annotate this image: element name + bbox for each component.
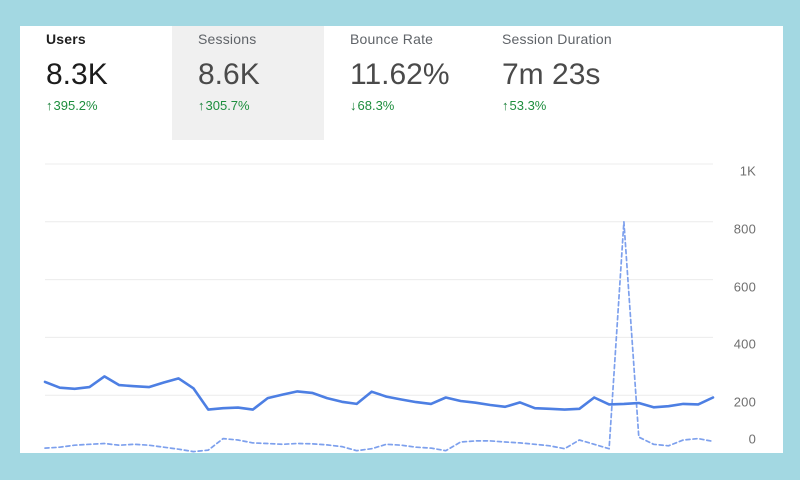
metric-delta: ↑305.7% — [198, 98, 324, 114]
delta-down-arrow-icon: ↓ — [350, 98, 357, 113]
metric-label: Users — [46, 31, 86, 47]
current-period-line — [43, 375, 715, 411]
chart-plot-area[interactable] — [20, 26, 783, 453]
metric-value: 8.3K — [46, 58, 108, 91]
previous-period-line — [44, 220, 714, 453]
metric-delta: ↓68.3% — [350, 98, 476, 114]
metric-value: 8.6K — [198, 58, 260, 91]
metric-value: 7m 23s — [502, 58, 601, 91]
delta-text: 53.3% — [509, 98, 547, 113]
metric-delta: ↑395.2% — [46, 98, 172, 114]
metric-tab-bounce-rate[interactable]: Bounce Rate 11.62% ↓68.3% — [324, 26, 476, 140]
metric-value: 11.62% — [350, 58, 450, 91]
metric-label: Bounce Rate — [350, 31, 434, 47]
metric-tab-session-duration[interactable]: Session Duration 7m 23s ↑53.3% — [476, 26, 628, 140]
metric-label: Session Duration — [502, 31, 612, 47]
delta-up-arrow-icon: ↑ — [502, 98, 509, 113]
delta-up-arrow-icon: ↑ — [198, 98, 205, 113]
delta-text: 305.7% — [205, 98, 250, 113]
metric-tab-sessions[interactable]: Sessions 8.6K ↑305.7% — [172, 26, 324, 140]
timeseries-chart[interactable]: 1K 800 600 400 200 0 — [20, 140, 783, 453]
delta-text: 68.3% — [357, 98, 395, 113]
analytics-overview-card: Users 8.3K ↑395.2% Sessions 8.6K ↑305.7%… — [20, 26, 783, 453]
metrics-row: Users 8.3K ↑395.2% Sessions 8.6K ↑305.7%… — [20, 26, 783, 140]
metric-label: Sessions — [198, 31, 257, 47]
metric-delta: ↑53.3% — [502, 98, 628, 114]
delta-text: 395.2% — [53, 98, 98, 113]
metric-tab-users[interactable]: Users 8.3K ↑395.2% — [20, 26, 172, 140]
delta-up-arrow-icon: ↑ — [46, 98, 53, 113]
